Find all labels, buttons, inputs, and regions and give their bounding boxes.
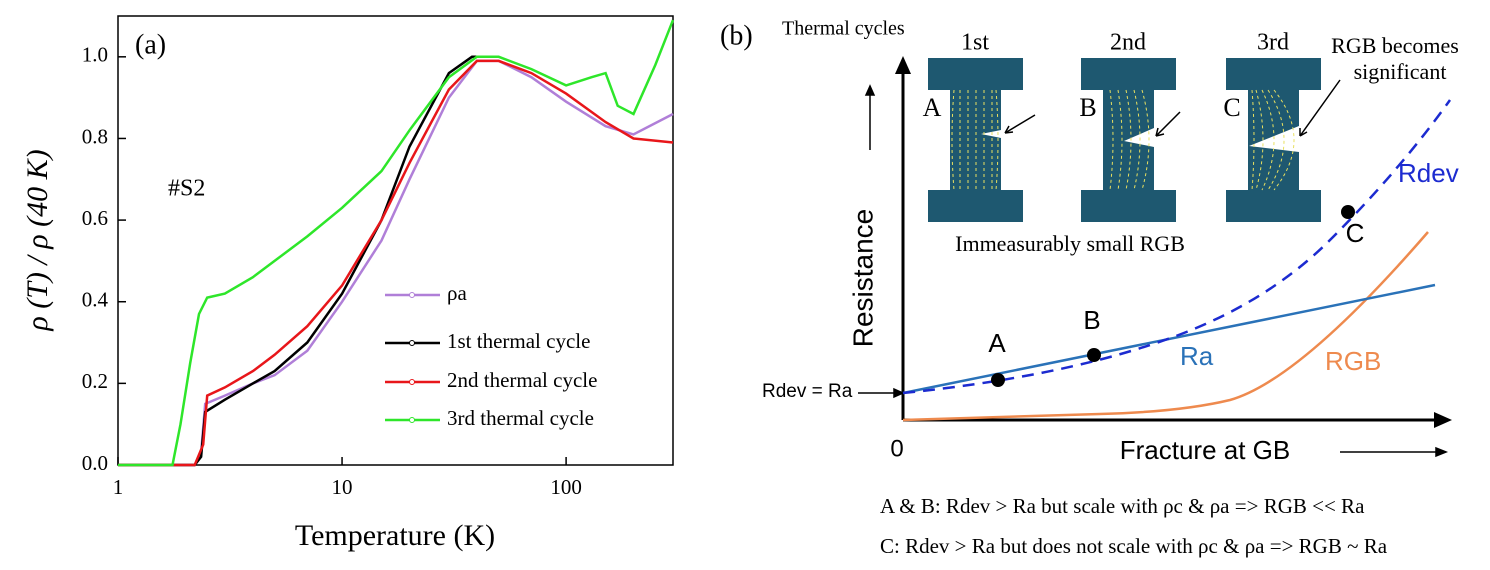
y-tick-label: 0.2 (82, 369, 108, 393)
curve-label: RGB (1325, 346, 1381, 376)
y-tick-label: 0.0 (82, 451, 108, 475)
specimen (928, 58, 1321, 222)
origin-label: 0 (890, 435, 903, 462)
note: significant (1354, 59, 1447, 84)
cycle-label: 2nd (1110, 30, 1146, 56)
point-label: A (988, 328, 1006, 358)
specimen-label: C (1223, 93, 1240, 122)
data-line (118, 59, 674, 467)
point (1087, 348, 1101, 362)
axis-arrows (858, 84, 1449, 458)
legend-marker (409, 340, 415, 346)
data-line (118, 55, 477, 467)
legend-label: 3rd thermal cycle (447, 406, 594, 430)
y-axis-label: ρ (T) / ρ (40 K) (21, 149, 54, 331)
curve-label: Ra (1180, 341, 1214, 371)
y-tick-label: 1.0 (82, 43, 108, 67)
point (1341, 205, 1355, 219)
y-tick-label: 0.4 (82, 288, 109, 312)
specimen-label: A (923, 93, 942, 122)
cycle-label: 1st (961, 30, 989, 56)
curve-label: Rdev (1398, 158, 1459, 188)
diagram: (b) Thermal cycles 1st 2nd 3rd A B C RGB… (720, 18, 1459, 558)
sample-label: #S2 (168, 176, 205, 202)
legend-marker (409, 292, 415, 298)
note: RGB becomes (1331, 33, 1459, 58)
legend-label: 2nd thermal cycle (447, 368, 597, 392)
axes (895, 56, 1452, 428)
x-tick-label: 10 (332, 475, 353, 499)
x-axis-label: Fracture at GB (1120, 435, 1291, 465)
plot-frame (117, 15, 674, 466)
point-label: B (1083, 305, 1100, 335)
point (991, 373, 1005, 387)
legend-label: 1st thermal cycle (447, 329, 590, 353)
start-label: Rdev = Ra (762, 381, 853, 402)
caption: A & B: Rdev > Ra but scale with ρc & ρa … (880, 494, 1365, 518)
x-axis-label: Temperature (K) (295, 519, 495, 552)
cycle-label: 3rd (1257, 30, 1289, 56)
panel-label: (a) (135, 29, 166, 60)
x-tick-label: 1 (113, 475, 124, 499)
grain-boundaries (951, 89, 1295, 191)
panel-label: (b) (720, 20, 753, 51)
pointer-arrows (1004, 79, 1341, 137)
specimen-label: B (1079, 93, 1096, 122)
y-tick-label: 0.8 (82, 124, 108, 148)
note: Immeasurably small RGB (955, 231, 1185, 256)
data-line (118, 59, 674, 467)
y-axis-label: Resistance (847, 209, 878, 348)
legend-marker (409, 379, 415, 385)
rdev-curve (902, 99, 1452, 395)
data-line (118, 19, 675, 467)
legend-label: ρa (447, 281, 467, 305)
caption: C: Rdev > Ra but does not scale with ρc … (880, 534, 1388, 558)
header: Thermal cycles (782, 18, 905, 40)
rgb-curve (902, 231, 1429, 422)
legend-marker (409, 417, 415, 423)
y-tick-label: 0.6 (82, 206, 108, 230)
x-tick-label: 100 (550, 475, 582, 499)
point-label: C (1346, 218, 1365, 248)
